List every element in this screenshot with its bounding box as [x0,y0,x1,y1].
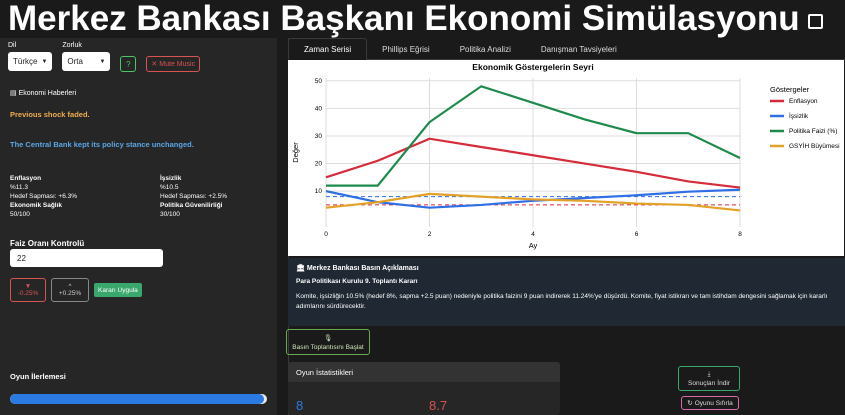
difficulty-label: Zorluk [62,42,82,49]
rate-buttons: ▼ -0.25% ^ +0.25% Kararı Uygula [10,278,142,302]
start-press-conference-button[interactable]: 🎙 Basın Toplantısını Başlat [286,329,370,355]
chart-background [288,60,844,256]
game-stat-value-1: 8 [296,398,304,413]
legend-label: Enflasyon [789,98,818,105]
press-body: Komite, işsizliğin 10.5% (hedef 8%, sapm… [296,293,828,310]
press-release-panel: 🏛 Merkez Bankası Basın Açıklaması Para P… [288,258,845,326]
download-label: Sonuçları İndir [688,379,730,387]
series-line [325,188,741,209]
tab-bar: Zaman Serisi Phillips Eğrisi Politika An… [288,38,845,60]
game-stats-heading: Oyun İstatistikleri [288,362,560,382]
arrow-down-icon: ▼ [24,283,32,290]
x-tick-label: 2 [428,231,432,238]
unemployment-deviation: Hedef Sapması: +2.5% [160,193,228,200]
settings-row: Dil Türkçe ▼ Zorluk Orta ▼ ? ✕ Mute Musi… [8,42,201,72]
trust-label: Politika Güvenilirliği [160,202,223,209]
legend-title: Göstergeler [770,85,810,94]
trust-value: 30/100 [160,211,180,218]
link-icon[interactable] [807,13,823,29]
press-heading: 🏛 Merkez Bankası Basın Açıklaması [296,265,419,272]
inflation-label: Enflasyon [10,175,42,182]
difficulty-select[interactable]: Orta ▼ [62,52,111,71]
game-stat-value-2: 8.7 [429,398,448,413]
download-results-button[interactable]: ⤓ Sonuçları İndir [678,366,740,391]
reset-game-button[interactable]: ↻ Oyunu Sıfırla [681,396,739,410]
y-tick-label: 10 [315,188,323,195]
sidebar: Dil Türkçe ▼ Zorluk Orta ▼ ? ✕ Mute Musi… [0,38,277,415]
x-tick-label: 0 [324,231,328,238]
chart-svg: 10 20 30 40 50 0 2 4 6 8 Ekonomik Göstergelerin Se… [288,60,844,256]
download-icon: ⤓ [707,370,711,378]
increase-rate-button[interactable]: ^ +0.25% [51,278,89,302]
series-line [325,137,741,189]
progress-fill [10,394,265,404]
y-axis-label: Değer [291,142,300,163]
unemployment-value: %10.5 [160,184,179,191]
press-button-label: Basın Toplantısını Başlat [292,343,364,351]
legend-label: İşsizlik [789,111,809,120]
tab-advisor-recommendations[interactable]: Danışman Tavsiyeleri [540,44,617,54]
difficulty-value: Orta [67,57,83,66]
mute-music-button[interactable]: ✕ Mute Music [146,56,201,72]
legend-label: GSYİH Büyümesi [789,141,840,150]
economic-chart: 10 20 30 40 50 0 2 4 6 8 Ekonomik Göstergelerin Se… [288,60,844,256]
legend-label: Politika Faizi (%) [789,128,837,135]
economy-stats: Enflasyon İşsizlik %11.3 %10.5 Hedef Sapma… [10,174,270,219]
inflation-deviation: Hedef Sapması: +6.3% [10,193,78,200]
y-tick-label: 20 [315,161,323,168]
x-axis-label: Ay [529,241,538,250]
language-select[interactable]: Türkçe ▼ [8,52,53,71]
rate-control-label: Faiz Oranı Kontrolü [10,239,85,248]
press-subheading: Para Politikası Kurulu 9. Toplantı Karar… [296,278,418,285]
chevron-down-icon: ▼ [41,58,48,65]
rate-value: 22 [17,253,26,263]
help-button[interactable]: ? [120,56,137,72]
game-stats-panel: Oyun İstatistikleri 8 8.7 [288,362,560,415]
x-tick-label: 4 [531,231,535,238]
difficulty-control: Zorluk Orta ▼ [62,42,111,71]
health-value: 50/100 [10,211,30,218]
unemployment-label: İşsizlik [160,175,182,182]
decrease-rate-button[interactable]: ▼ -0.25% [10,278,46,302]
reset-icon: ↻ [687,400,693,407]
bank-icon: 🏛 [296,265,305,272]
language-label: Dil [8,42,17,49]
series-line [326,85,741,187]
news-policy-text: The Central Bank kept its policy stance … [10,140,194,149]
chart-title: Ekonomik Göstergelerin Seyri [472,62,593,72]
health-label: Ekonomik Sağlık [10,202,63,209]
x-tick-label: 8 [738,231,742,238]
news-shock-text: Previous shock faded. [10,110,90,119]
language-value: Türkçe [13,57,38,66]
decrease-rate-label: -0.25% [17,290,39,297]
inflation-value: %11.3 [10,184,28,191]
news-heading: ▤ Ekonomi Haberleri [10,90,77,97]
tab-phillips-curve[interactable]: Phillips Eğrisi [382,44,430,54]
y-tick-label: 30 [315,133,323,140]
arrow-up-icon: ^ [68,283,72,290]
page-title: Merkez Bankası Başkanı Ekonomi Simülasyo… [8,0,823,38]
language-control: Dil Türkçe ▼ [8,42,53,71]
x-tick-label: 6 [635,231,639,238]
mute-icon: ✕ [151,61,158,68]
progress-bar [10,394,267,404]
apply-decision-button[interactable]: Kararı Uygula [94,283,142,297]
y-tick-label: 50 [315,78,323,85]
app-title: Merkez Bankası Başkanı Ekonomi Simülasyo… [8,0,800,38]
newspaper-icon: ▤ [10,90,17,97]
y-tick-label: 40 [315,105,323,112]
tab-time-series[interactable]: Zaman Serisi [288,38,368,60]
microphone-icon: 🎙 [323,334,333,342]
chevron-down-icon: ▼ [99,58,106,65]
progress-label: Oyun İlerlemesi [10,372,66,381]
help-icon: ? [126,59,131,69]
reset-label: Oyunu Sıfırla [694,399,733,407]
mute-label: Mute Music [159,60,196,68]
rate-input[interactable]: 22 [10,249,163,267]
tab-policy-analysis[interactable]: Politika Analizi [459,44,511,54]
series-line [325,192,741,212]
increase-rate-label: +0.25% [58,290,82,297]
